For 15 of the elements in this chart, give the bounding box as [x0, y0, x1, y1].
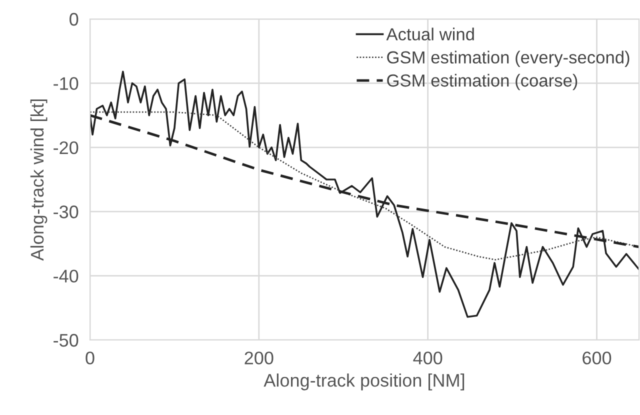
x-axis-title: Along-track position [NM]	[264, 374, 464, 390]
y-tick-label: -20	[54, 141, 78, 154]
x-tick-label: 600	[582, 352, 612, 364]
legend-label: GSM estimation (coarse)	[387, 74, 578, 90]
legend-label: Actual wind	[386, 28, 474, 40]
x-tick-label: 0	[86, 352, 94, 364]
y-tick-label: -30	[54, 206, 78, 218]
y-tick-label: 0	[70, 12, 78, 26]
y-tick-label: -10	[54, 77, 78, 90]
y-tick-label: -50	[54, 334, 78, 347]
x-tick-label: 200	[244, 352, 274, 364]
y-tick-label: -40	[54, 270, 78, 283]
y-axis-title: Along-track wind [kt]	[30, 100, 48, 261]
legend-label: GSM estimation (every-second)	[387, 50, 630, 67]
x-tick-label: 400	[413, 352, 442, 364]
